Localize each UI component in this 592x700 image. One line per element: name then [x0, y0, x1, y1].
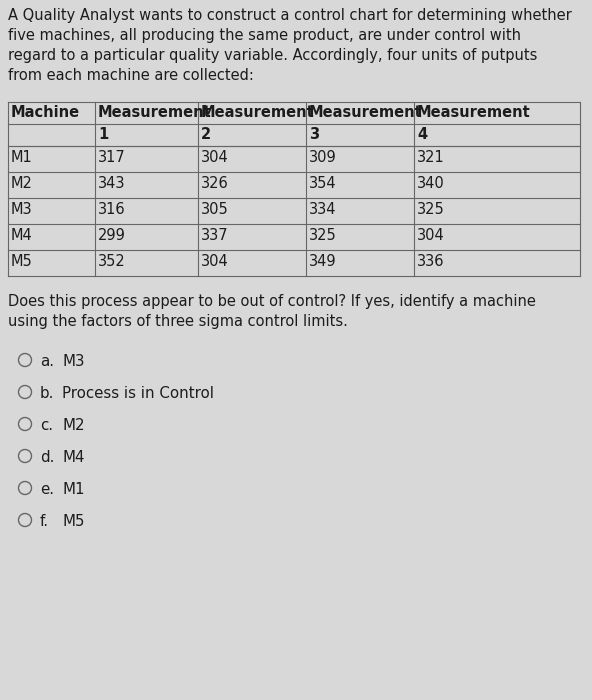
- Text: M3: M3: [11, 202, 33, 217]
- Text: 337: 337: [201, 228, 229, 243]
- Text: 305: 305: [201, 202, 229, 217]
- Text: 334: 334: [309, 202, 336, 217]
- Text: 325: 325: [309, 228, 337, 243]
- Text: 340: 340: [417, 176, 445, 191]
- Text: Process is in Control: Process is in Control: [62, 386, 214, 401]
- Text: e.: e.: [40, 482, 54, 497]
- Text: 316: 316: [98, 202, 126, 217]
- Text: M1: M1: [11, 150, 33, 165]
- Text: 349: 349: [309, 254, 337, 269]
- Text: M2: M2: [11, 176, 33, 191]
- Text: d.: d.: [40, 450, 54, 465]
- Text: M1: M1: [62, 482, 85, 497]
- Text: Measurement: Measurement: [417, 105, 531, 120]
- Text: 354: 354: [309, 176, 337, 191]
- Text: b.: b.: [40, 386, 54, 401]
- Text: five machines, all producing the same product, are under control with: five machines, all producing the same pr…: [8, 28, 521, 43]
- Text: from each machine are collected:: from each machine are collected:: [8, 68, 254, 83]
- Text: 317: 317: [98, 150, 126, 165]
- Text: 304: 304: [201, 254, 229, 269]
- Text: using the factors of three sigma control limits.: using the factors of three sigma control…: [8, 314, 348, 329]
- Text: M3: M3: [62, 354, 85, 369]
- Text: A Quality Analyst wants to construct a control chart for determining whether: A Quality Analyst wants to construct a c…: [8, 8, 572, 23]
- Text: regard to a particular quality variable. Accordingly, four units of putputs: regard to a particular quality variable.…: [8, 48, 538, 63]
- Text: 304: 304: [201, 150, 229, 165]
- Text: c.: c.: [40, 418, 53, 433]
- Text: 3: 3: [309, 127, 319, 142]
- Text: M2: M2: [62, 418, 85, 433]
- Text: M5: M5: [11, 254, 33, 269]
- Text: 343: 343: [98, 176, 126, 191]
- Text: M4: M4: [11, 228, 33, 243]
- Text: Measurement: Measurement: [201, 105, 315, 120]
- Text: 299: 299: [98, 228, 126, 243]
- Text: a.: a.: [40, 354, 54, 369]
- Text: Measurement: Measurement: [98, 105, 212, 120]
- Text: 1: 1: [98, 127, 108, 142]
- Text: 325: 325: [417, 202, 445, 217]
- Text: Measurement: Measurement: [309, 105, 423, 120]
- Text: 304: 304: [417, 228, 445, 243]
- Text: Does this process appear to be out of control? If yes, identify a machine: Does this process appear to be out of co…: [8, 294, 536, 309]
- Text: 321: 321: [417, 150, 445, 165]
- Text: M4: M4: [62, 450, 85, 465]
- Text: 2: 2: [201, 127, 211, 142]
- Text: 4: 4: [417, 127, 427, 142]
- Text: 309: 309: [309, 150, 337, 165]
- Text: 352: 352: [98, 254, 126, 269]
- Text: f.: f.: [40, 514, 49, 529]
- Text: Machine: Machine: [11, 105, 80, 120]
- Text: M5: M5: [62, 514, 85, 529]
- Text: 326: 326: [201, 176, 229, 191]
- Text: 336: 336: [417, 254, 445, 269]
